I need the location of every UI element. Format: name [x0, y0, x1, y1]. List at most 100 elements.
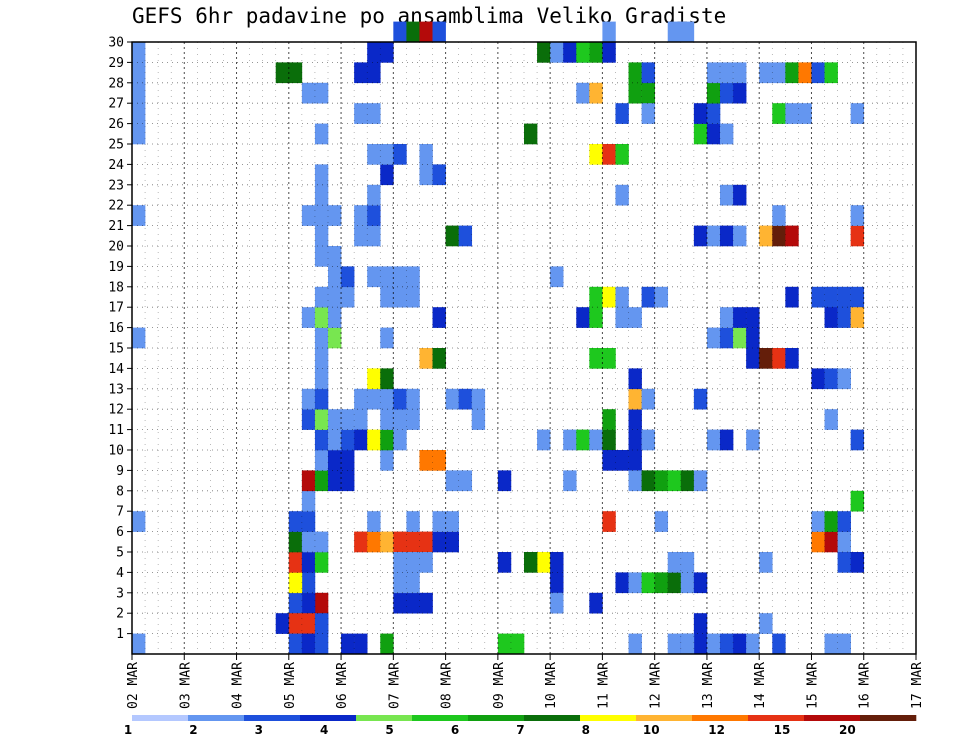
heatmap-cell: [367, 368, 381, 390]
heatmap-cell: [654, 286, 669, 308]
heatmap-cell: [367, 205, 381, 226]
heatmap-cell: [380, 531, 394, 553]
y-tick-label: 15: [108, 342, 124, 357]
heatmap-cell: [419, 144, 433, 165]
heatmap-cell: [785, 103, 799, 124]
heatmap-cell: [720, 123, 734, 145]
heatmap-cell: [314, 225, 329, 247]
heatmap-cell: [824, 633, 838, 655]
heatmap-cell: [537, 552, 551, 573]
legend-level-label: 15: [774, 723, 791, 737]
heatmap-cell: [680, 21, 695, 43]
legend-color-swatch: [188, 715, 245, 721]
heatmap-cell: [641, 572, 655, 594]
legend-color-swatch: [132, 715, 189, 721]
heatmap-cell: [497, 470, 512, 492]
heatmap-cell: [314, 613, 329, 634]
x-axis: 02 MAR 03 MAR 04 MAR 05 MAR 06 MAR 07 MAR 08 M…: [126, 654, 925, 709]
heatmap-cell: [393, 144, 407, 165]
heatmap-cell: [680, 633, 695, 655]
y-tick-label: 19: [108, 260, 124, 275]
heatmap-cell: [419, 21, 433, 43]
heatmap-cell: [628, 450, 642, 471]
y-tick-label: 29: [108, 56, 124, 71]
heatmap-cell: [432, 21, 446, 43]
legend-color-swatch: [580, 715, 637, 721]
heatmap-cell: [419, 592, 433, 614]
legend-level-label: 6: [451, 723, 459, 737]
y-tick-label: 26: [108, 117, 124, 132]
heatmap-cell: [785, 62, 799, 84]
x-tick-label: 11 MAR: [596, 662, 611, 709]
heatmap-cell: [720, 82, 734, 104]
heatmap-cell: [641, 62, 655, 84]
heatmap-cell: [132, 103, 146, 124]
heatmap-cell: [641, 103, 655, 124]
heatmap-cell: [693, 633, 708, 655]
heatmap-cell: [367, 531, 381, 553]
y-tick-label: 23: [108, 178, 124, 193]
y-tick-label: 9: [116, 464, 124, 479]
heatmap-cell: [706, 633, 721, 655]
heatmap-cell: [733, 82, 747, 104]
heatmap-cell: [314, 246, 329, 267]
heatmap-cell: [314, 388, 329, 410]
heatmap-cell: [445, 531, 459, 553]
legend-level-label: 8: [582, 723, 590, 737]
heatmap-cell: [850, 103, 865, 124]
heatmap-cell: [733, 62, 747, 84]
heatmap-cell: [354, 633, 368, 655]
heatmap-cell: [680, 552, 695, 573]
heatmap-cell: [328, 327, 342, 349]
heatmap-cell: [328, 266, 342, 288]
y-tick-label: 7: [116, 505, 124, 520]
heatmap-cell: [314, 633, 329, 655]
heatmap-cell: [602, 450, 616, 471]
heatmap-cell: [550, 572, 564, 594]
heatmap-cell: [367, 225, 381, 247]
heatmap-cell: [628, 409, 642, 430]
heatmap-cell: [432, 450, 446, 471]
heatmap-cell: [314, 205, 329, 226]
heatmap-cell: [314, 592, 329, 614]
heatmap-cell: [380, 450, 394, 471]
heatmap-cell: [367, 266, 381, 288]
heatmap-cell: [314, 82, 329, 104]
heatmap-cell: [667, 21, 682, 43]
heatmap-cell: [798, 62, 812, 84]
x-tick-label: 14 MAR: [753, 662, 768, 709]
heatmap-cell: [576, 42, 590, 63]
heatmap-cell: [314, 327, 329, 349]
legend-color-swatch: [748, 715, 805, 721]
y-axis: 1234567891011121314151617181920212223242…: [108, 36, 132, 642]
heatmap-cell: [380, 164, 394, 186]
heatmap-cell: [419, 450, 433, 471]
heatmap-cell: [615, 307, 629, 328]
heatmap-cell: [550, 552, 564, 573]
heatmap-cell: [576, 429, 590, 451]
heatmap-cell: [354, 531, 368, 553]
heatmap-cell: [693, 572, 708, 594]
heatmap-cell: [301, 82, 316, 104]
heatmap-cell: [458, 470, 473, 492]
heatmap-cell: [576, 82, 590, 104]
heatmap-cell: [419, 531, 433, 553]
heatmap-cell: [720, 225, 734, 247]
heatmap-cell: [706, 327, 721, 349]
heatmap-cell: [341, 450, 355, 471]
heatmap-cell: [720, 307, 734, 328]
heatmap-cell: [367, 388, 381, 410]
y-tick-label: 30: [108, 36, 124, 51]
heatmap-cell: [497, 633, 512, 655]
heatmap-cell: [132, 42, 146, 63]
heatmap-cell: [132, 205, 146, 226]
heatmap-cell: [850, 429, 865, 451]
heatmap-cell: [380, 429, 394, 451]
heatmap-cell: [824, 409, 838, 430]
heatmap-cell: [720, 184, 734, 206]
legend-color-swatch: [468, 715, 525, 721]
heatmap-cell: [772, 225, 786, 247]
heatmap-cell: [811, 511, 825, 532]
legend-color-swatch: [244, 715, 301, 721]
heatmap-cell: [314, 531, 329, 553]
